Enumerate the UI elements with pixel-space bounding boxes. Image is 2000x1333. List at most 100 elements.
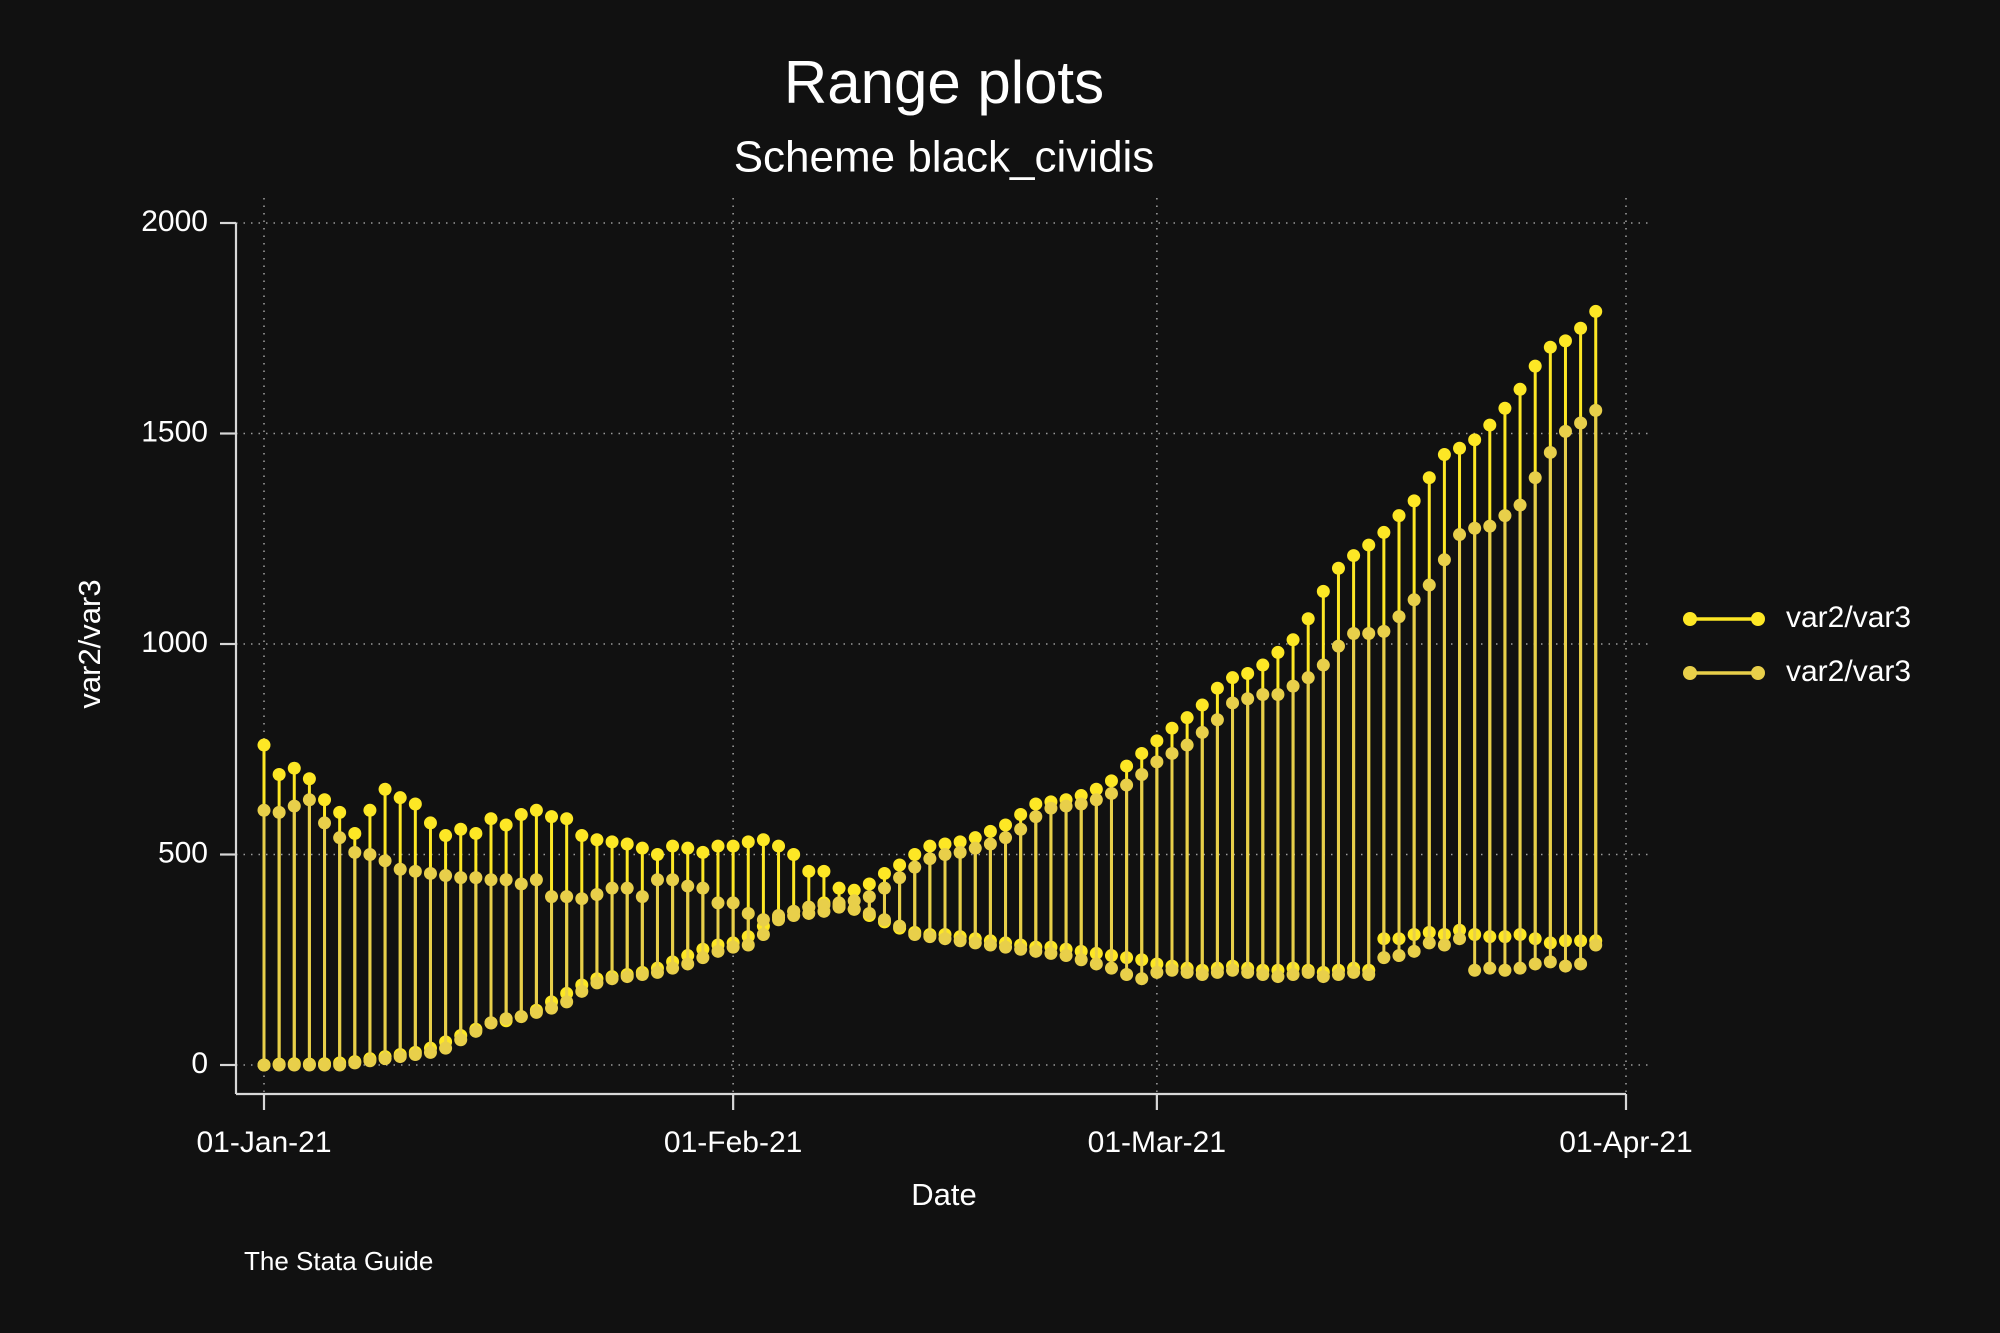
range-high-dot (514, 877, 528, 891)
range-high-dot (363, 803, 377, 817)
range-high-dot (1165, 746, 1179, 760)
range-high-dot (1150, 755, 1164, 769)
range-high-dot (1180, 711, 1194, 725)
range-high-dot (696, 881, 710, 895)
range-high-dot (620, 837, 634, 851)
range-low-dot (484, 1016, 498, 1030)
range-low-dot (1256, 967, 1270, 981)
range-high-dot (1498, 509, 1512, 523)
range-high-dot (772, 839, 786, 853)
range-low-dot (1210, 965, 1224, 979)
range-low-dot (1437, 938, 1451, 952)
legend-dot (1751, 666, 1765, 680)
range-high-dot (1104, 786, 1118, 800)
range-high-dot (1574, 321, 1588, 335)
range-high-dot (1589, 304, 1603, 318)
range-high-dot (953, 845, 967, 859)
range-high-dot (1589, 403, 1603, 417)
range-high-dot (802, 864, 816, 878)
range-high-dot (287, 761, 301, 775)
range-high-dot (469, 826, 483, 840)
range-high-dot (1498, 401, 1512, 415)
range-high-dot (953, 835, 967, 849)
y-tick-label: 500 (158, 836, 208, 869)
range-high-dot (348, 826, 362, 840)
range-high-dot (575, 829, 589, 843)
range-low-dot (999, 940, 1013, 954)
range-high-dot (711, 839, 725, 853)
range-low-dot (1574, 957, 1588, 971)
range-high-dot (787, 848, 801, 861)
range-high-dot (318, 816, 332, 830)
range-high-dot (257, 803, 271, 817)
range-high-dot (423, 866, 437, 880)
range-low-dot (302, 1058, 316, 1072)
range-high-dot (862, 877, 876, 891)
range-high-dot (1483, 519, 1497, 533)
range-low-dot (514, 1010, 528, 1024)
range-high-dot (817, 898, 831, 912)
x-tick-label: 01-Jan-21 (196, 1126, 331, 1159)
range-high-dot (1392, 509, 1406, 523)
range-high-dot (696, 845, 710, 859)
range-high-dot (1407, 494, 1421, 508)
range-low-dot (1089, 957, 1103, 971)
range-high-dot (832, 881, 846, 895)
x-tick-label: 01-Feb-21 (664, 1126, 802, 1159)
range-high-dot (514, 808, 528, 822)
range-low-dot (711, 944, 725, 958)
range-high-dot (1256, 688, 1270, 702)
range-low-dot (1226, 963, 1240, 977)
range-high-dot (302, 793, 316, 807)
range-low-dot (1392, 949, 1406, 963)
range-high-dot (1422, 578, 1436, 592)
range-high-dot (499, 818, 513, 832)
range-low-dot (862, 906, 876, 920)
range-high-dot (893, 858, 907, 872)
range-high-dot (877, 866, 891, 880)
range-low-dot (681, 957, 695, 971)
range-high-dot (817, 864, 831, 878)
range-low-dot (1286, 967, 1300, 981)
range-low-dot (454, 1033, 468, 1047)
range-high-dot (1210, 681, 1224, 695)
range-high-dot (1528, 471, 1542, 485)
range-high-dot (1195, 698, 1209, 712)
range-low-dot (635, 967, 649, 981)
range-high-dot (363, 848, 377, 861)
range-high-dot (605, 835, 619, 849)
range-high-dot (1226, 696, 1240, 710)
range-high-dot (408, 797, 422, 811)
range-high-dot (393, 862, 407, 876)
range-low-dot (1301, 965, 1315, 979)
range-high-dot (908, 860, 922, 874)
range-high-dot (1347, 549, 1361, 563)
range-low-dot (1029, 944, 1043, 958)
range-high-dot (923, 839, 937, 853)
range-high-dot (681, 879, 695, 893)
range-low-dot (378, 1052, 392, 1066)
range-high-dot (832, 896, 846, 910)
range-low-dot (1316, 970, 1330, 984)
range-high-dot (650, 873, 664, 887)
range-high-dot (560, 812, 574, 826)
range-high-dot (1558, 334, 1572, 348)
range-low-dot (908, 927, 922, 941)
range-high-dot (484, 873, 498, 887)
range-low-dot (696, 951, 710, 965)
range-high-dot (802, 900, 816, 914)
legend-dot (1683, 612, 1697, 626)
range-high-dot (756, 913, 770, 927)
range-high-dot (545, 810, 559, 824)
range-low-dot (1074, 953, 1088, 967)
legend-label: var2/var3 (1786, 655, 1911, 688)
range-high-dot (1483, 418, 1497, 432)
range-high-dot (1407, 593, 1421, 607)
range-high-dot (560, 890, 574, 904)
range-high-dot (862, 890, 876, 904)
range-high-dot (529, 873, 543, 887)
range-high-dot (1286, 633, 1300, 647)
range-high-dot (893, 871, 907, 885)
range-low-dot (1241, 965, 1255, 979)
range-low-dot (408, 1047, 422, 1061)
